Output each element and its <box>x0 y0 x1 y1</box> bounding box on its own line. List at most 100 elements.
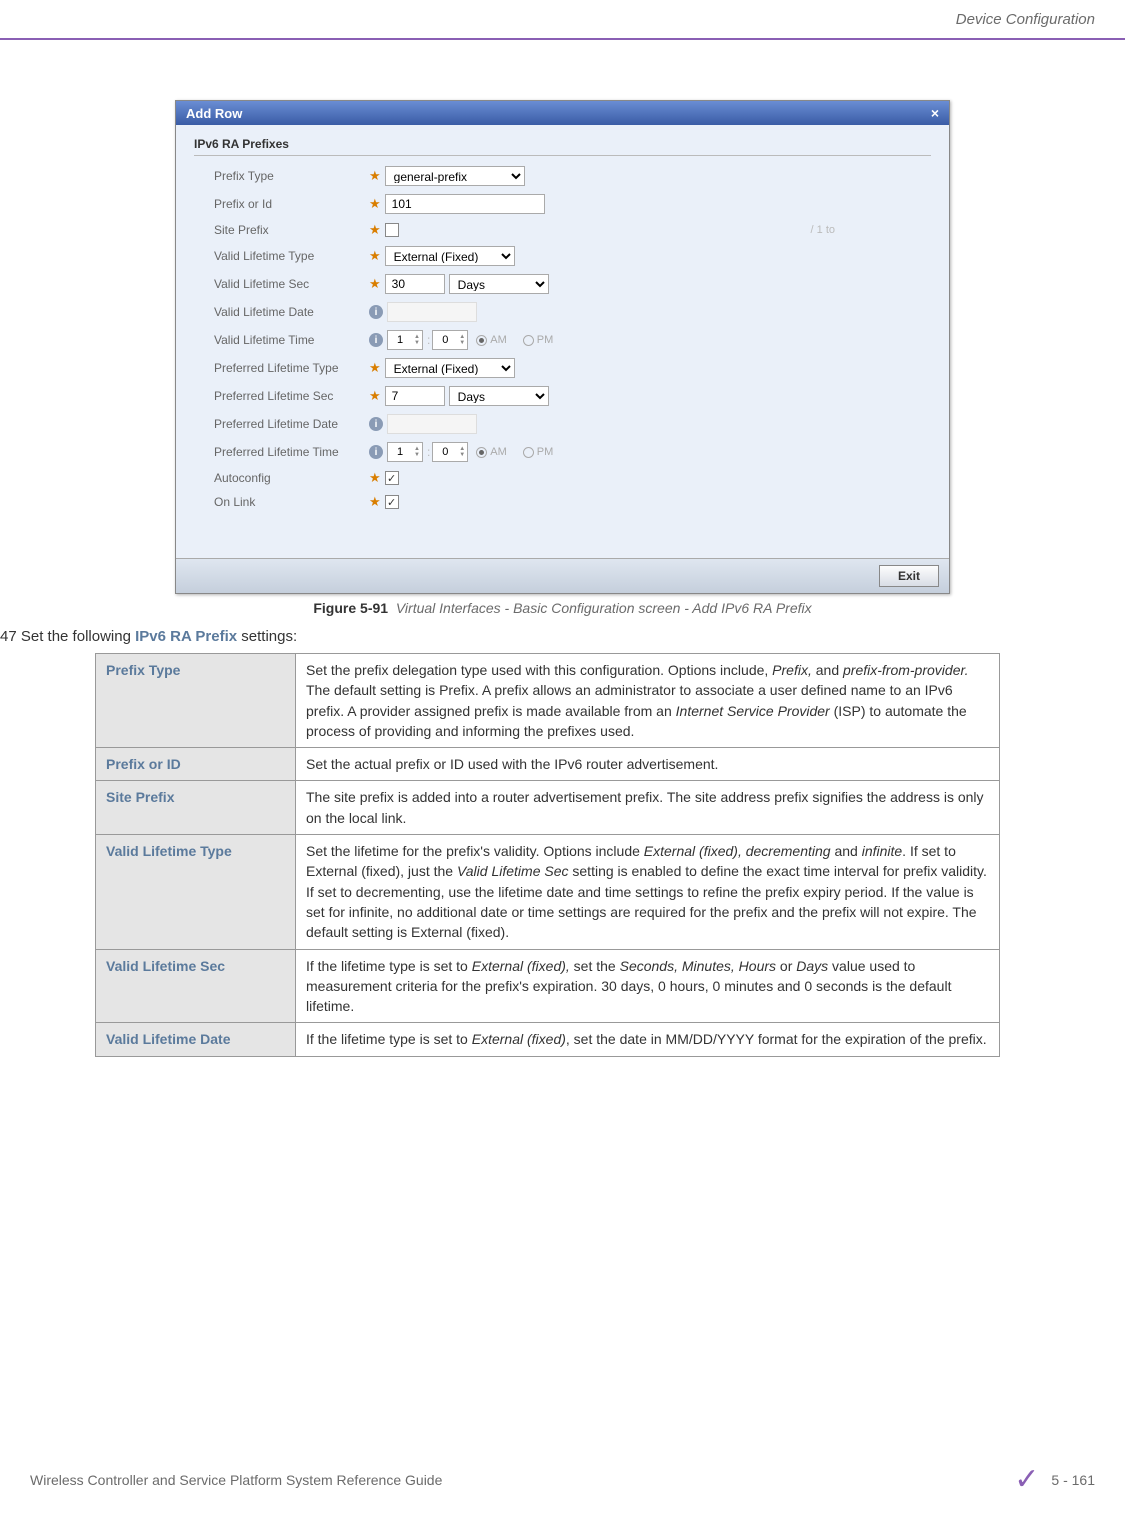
label-valid-lifetime-time: Valid Lifetime Time <box>214 333 369 347</box>
footer-page-num: 5 - 161 <box>1051 1472 1095 1488</box>
footer-right: ✓ 5 - 161 <box>1014 1462 1095 1497</box>
required-star: ★ <box>369 222 381 238</box>
label-autoconfig: Autoconfig <box>214 471 369 485</box>
header-title: Device Configuration <box>956 11 1095 28</box>
table-desc-cell: Set the actual prefix or ID used with th… <box>296 748 1000 781</box>
disabled-date-field <box>387 302 477 322</box>
required-star: ★ <box>369 470 381 486</box>
row-pref-lifetime-time: Preferred Lifetime Time i ▲▼ : ▲▼ AM PM <box>214 442 931 462</box>
step-text: 47 Set the following IPv6 RA Prefix sett… <box>0 628 1125 645</box>
radio-pm-label: PM <box>537 446 554 458</box>
row-valid-lifetime-date: Valid Lifetime Date i <box>214 302 931 322</box>
table-desc-cell: If the lifetime type is set to External … <box>296 1023 1000 1056</box>
site-prefix-suffix: / 1 to <box>811 224 835 236</box>
row-pref-lifetime-sec: Preferred Lifetime Sec ★ Days <box>214 386 931 406</box>
table-label-cell: Valid Lifetime Type <box>96 835 296 949</box>
table-row: Site PrefixThe site prefix is added into… <box>96 781 1000 835</box>
row-onlink: On Link ★ ✓ <box>214 494 931 510</box>
row-valid-lifetime-time: Valid Lifetime Time i ▲▼ : ▲▼ AM PM <box>214 330 931 350</box>
radio-am[interactable] <box>476 335 487 346</box>
table-desc-cell: The site prefix is added into a router a… <box>296 781 1000 835</box>
dialog-titlebar: Add Row × <box>176 101 949 125</box>
label-prefix-id: Prefix or Id <box>214 197 369 211</box>
table-label-cell: Valid Lifetime Date <box>96 1023 296 1056</box>
required-star: ★ <box>369 494 381 510</box>
step-term: IPv6 RA Prefix <box>135 628 237 645</box>
table-desc-cell: If the lifetime type is set to External … <box>296 949 1000 1023</box>
table-row: Prefix TypeSet the prefix delegation typ… <box>96 654 1000 748</box>
label-onlink: On Link <box>214 495 369 509</box>
radio-pm[interactable] <box>523 335 534 346</box>
label-pref-lifetime-sec: Preferred Lifetime Sec <box>214 389 369 403</box>
row-prefix-type: Prefix Type ★ general-prefix <box>214 166 931 186</box>
footer-left: Wireless Controller and Service Platform… <box>30 1472 442 1488</box>
page-header: Device Configuration <box>0 0 1125 40</box>
select-pref-lifetime-unit[interactable]: Days <box>449 386 549 406</box>
page-footer: Wireless Controller and Service Platform… <box>0 1462 1125 1497</box>
label-pref-lifetime-time: Preferred Lifetime Time <box>214 445 369 459</box>
checkbox-site-prefix[interactable] <box>385 223 399 237</box>
table-row: Valid Lifetime TypeSet the lifetime for … <box>96 835 1000 949</box>
row-prefix-id: Prefix or Id ★ <box>214 194 931 214</box>
input-valid-lifetime-sec[interactable] <box>385 274 445 294</box>
radio-am[interactable] <box>476 447 487 458</box>
close-icon[interactable]: × <box>931 105 939 121</box>
select-valid-lifetime-type[interactable]: External (Fixed) <box>385 246 515 266</box>
figure-number: Figure 5-91 <box>313 600 388 616</box>
spinner-hour[interactable]: ▲▼ <box>387 330 423 350</box>
row-valid-lifetime-type: Valid Lifetime Type ★ External (Fixed) <box>214 246 931 266</box>
step-pre: Set the following <box>21 628 135 645</box>
input-pref-lifetime-sec[interactable] <box>385 386 445 406</box>
spinner-min[interactable]: ▲▼ <box>432 330 468 350</box>
fieldset-label: IPv6 RA Prefixes <box>194 137 931 156</box>
row-pref-lifetime-type: Preferred Lifetime Type ★ External (Fixe… <box>214 358 931 378</box>
info-icon: i <box>369 305 383 319</box>
content: Add Row × IPv6 RA Prefixes Prefix Type ★… <box>0 40 1125 1057</box>
spinner-hour[interactable]: ▲▼ <box>387 442 423 462</box>
info-icon: i <box>369 445 383 459</box>
table-label-cell: Site Prefix <box>96 781 296 835</box>
required-star: ★ <box>369 360 381 376</box>
select-pref-lifetime-type[interactable]: External (Fixed) <box>385 358 515 378</box>
dialog-footer: Exit <box>176 558 949 593</box>
table-row: Prefix or IDSet the actual prefix or ID … <box>96 748 1000 781</box>
label-site-prefix: Site Prefix <box>214 223 369 237</box>
checkbox-onlink[interactable]: ✓ <box>385 495 399 509</box>
add-row-dialog: Add Row × IPv6 RA Prefixes Prefix Type ★… <box>175 100 950 594</box>
table-desc-cell: Set the lifetime for the prefix's validi… <box>296 835 1000 949</box>
label-valid-lifetime-sec: Valid Lifetime Sec <box>214 277 369 291</box>
required-star: ★ <box>369 248 381 264</box>
required-star: ★ <box>369 276 381 292</box>
figure-container: Add Row × IPv6 RA Prefixes Prefix Type ★… <box>175 100 950 616</box>
label-pref-lifetime-date: Preferred Lifetime Date <box>214 417 369 431</box>
required-star: ★ <box>369 196 381 212</box>
radio-pm[interactable] <box>523 447 534 458</box>
spinner-min[interactable]: ▲▼ <box>432 442 468 462</box>
required-star: ★ <box>369 388 381 404</box>
table-label-cell: Prefix or ID <box>96 748 296 781</box>
select-prefix-type[interactable]: general-prefix <box>385 166 525 186</box>
table-desc-cell: Set the prefix delegation type used with… <box>296 654 1000 748</box>
label-valid-lifetime-date: Valid Lifetime Date <box>214 305 369 319</box>
table-label-cell: Prefix Type <box>96 654 296 748</box>
label-prefix-type: Prefix Type <box>214 169 369 183</box>
required-star: ★ <box>369 168 381 184</box>
row-valid-lifetime-sec: Valid Lifetime Sec ★ Days <box>214 274 931 294</box>
dialog-body: IPv6 RA Prefixes Prefix Type ★ general-p… <box>176 125 949 558</box>
checkbox-autoconfig[interactable]: ✓ <box>385 471 399 485</box>
label-valid-lifetime-type: Valid Lifetime Type <box>214 249 369 263</box>
step-post: settings: <box>237 628 297 645</box>
table-row: Valid Lifetime SecIf the lifetime type i… <box>96 949 1000 1023</box>
exit-button[interactable]: Exit <box>879 565 939 587</box>
step-number: 47 <box>0 628 17 645</box>
info-icon: i <box>369 417 383 431</box>
figure-caption-text: Virtual Interfaces - Basic Configuration… <box>396 600 812 616</box>
label-pref-lifetime-type: Preferred Lifetime Type <box>214 361 369 375</box>
radio-am-label: AM <box>490 334 507 346</box>
info-icon: i <box>369 333 383 347</box>
input-prefix-id[interactable] <box>385 194 545 214</box>
radio-pm-label: PM <box>537 334 554 346</box>
radio-am-label: AM <box>490 446 507 458</box>
dialog-title-text: Add Row <box>186 106 242 121</box>
select-valid-lifetime-unit[interactable]: Days <box>449 274 549 294</box>
